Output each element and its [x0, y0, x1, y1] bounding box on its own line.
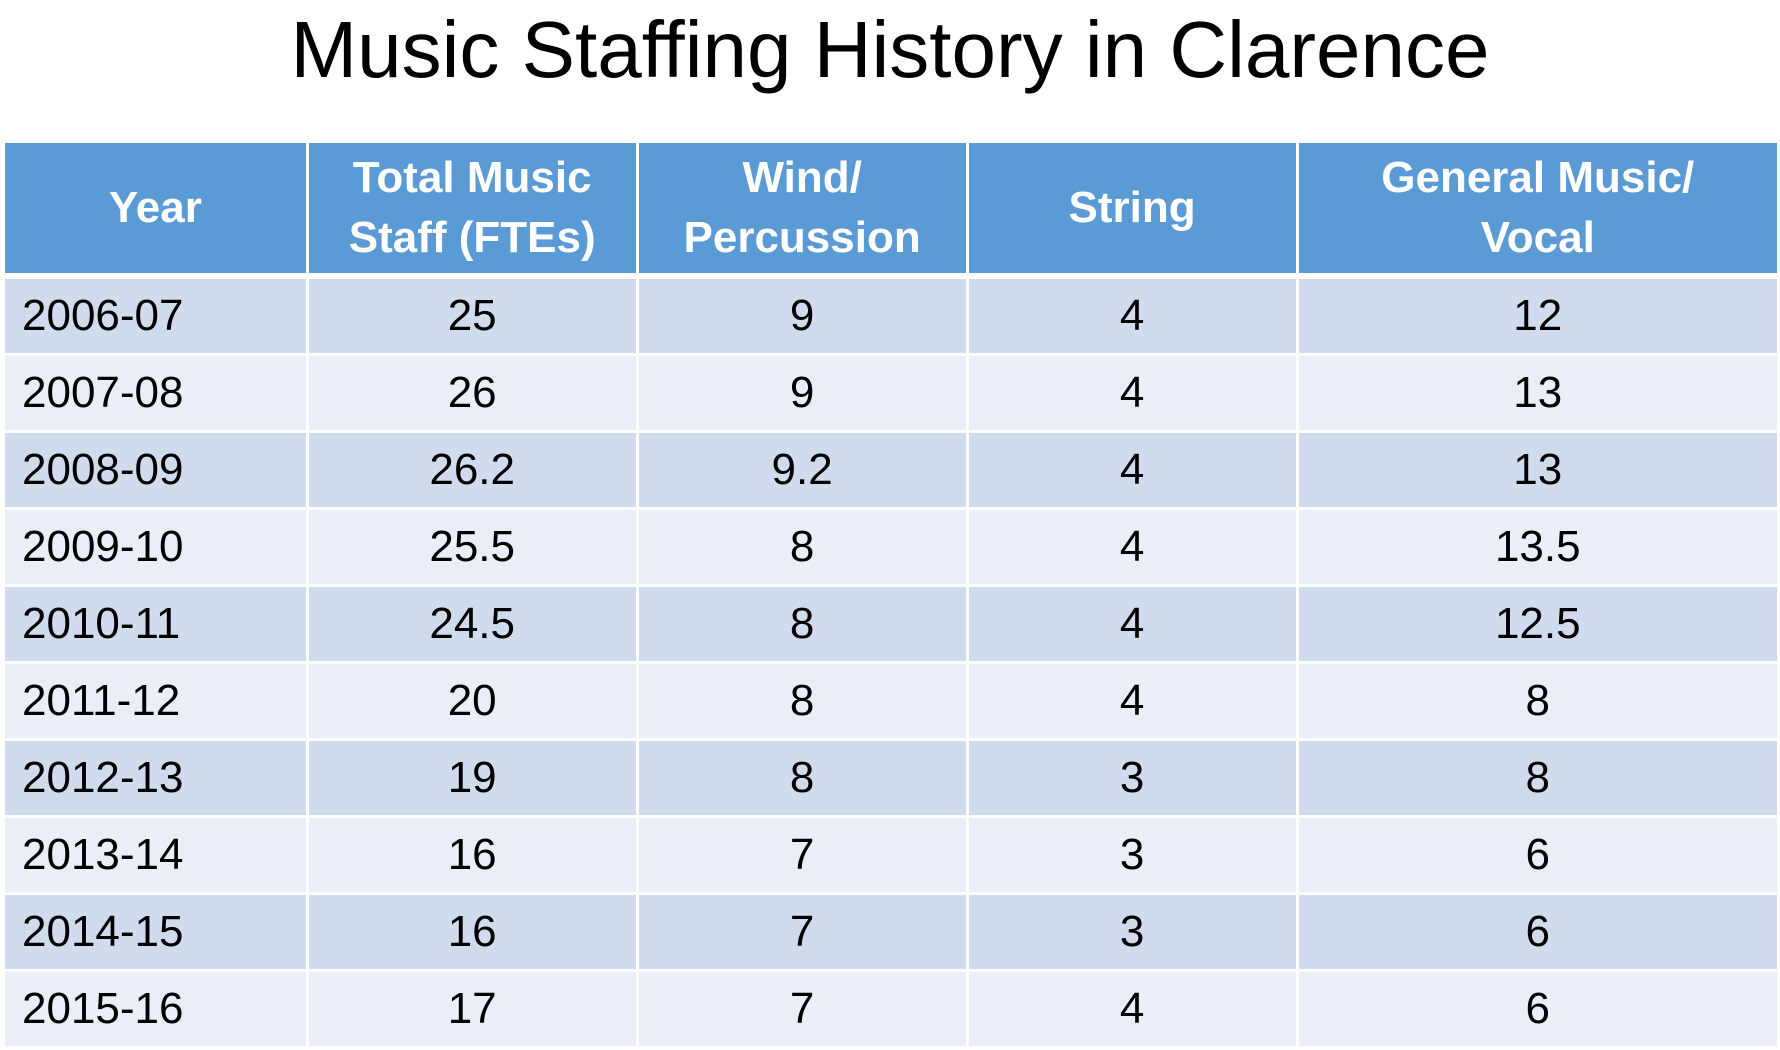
header-line: Staff (FTEs) — [348, 213, 596, 262]
cell-wind-percussion: 7 — [638, 895, 969, 972]
header-total-staff: Total Music Staff (FTEs) — [308, 143, 639, 279]
table-row: 2006-07 25 9 4 12 — [5, 279, 1777, 356]
cell-general-vocal: 13 — [1298, 433, 1777, 510]
cell-year: 2007-08 — [5, 356, 309, 433]
cell-string: 4 — [968, 664, 1299, 741]
cell-wind-percussion: 7 — [638, 818, 969, 895]
page-title: Music Staffing History in Clarence — [290, 5, 1490, 94]
cell-string: 3 — [968, 818, 1299, 895]
table-row: 2008-09 26.2 9.2 4 13 — [5, 433, 1777, 510]
cell-total-staff: 24.5 — [308, 587, 639, 664]
cell-wind-percussion: 9 — [638, 356, 969, 433]
header-year: Year — [5, 143, 309, 279]
cell-year: 2013-14 — [5, 818, 309, 895]
header-line: General Music/ — [1381, 153, 1695, 202]
cell-total-staff: 26 — [308, 356, 639, 433]
cell-string: 4 — [968, 510, 1299, 587]
cell-general-vocal: 6 — [1298, 818, 1777, 895]
cell-total-staff: 16 — [308, 895, 639, 972]
cell-general-vocal: 8 — [1298, 741, 1777, 818]
cell-wind-percussion: 8 — [638, 587, 969, 664]
table-row: 2015-16 17 7 4 6 — [5, 972, 1777, 1049]
cell-string: 4 — [968, 356, 1299, 433]
table-row: 2013-14 16 7 3 6 — [5, 818, 1777, 895]
header-wind-percussion: Wind/Percussion — [638, 143, 969, 279]
cell-year: 2015-16 — [5, 972, 309, 1049]
cell-string: 3 — [968, 895, 1299, 972]
header-line: Vocal — [1480, 213, 1595, 262]
cell-general-vocal: 13.5 — [1298, 510, 1777, 587]
cell-total-staff: 26.2 — [308, 433, 639, 510]
table-row: 2007-08 26 9 4 13 — [5, 356, 1777, 433]
table-row: 2014-15 16 7 3 6 — [5, 895, 1777, 972]
cell-total-staff: 16 — [308, 818, 639, 895]
cell-total-staff: 25 — [308, 279, 639, 356]
cell-year: 2009-10 — [5, 510, 309, 587]
table-row: 2010-11 24.5 8 4 12.5 — [5, 587, 1777, 664]
cell-general-vocal: 12 — [1298, 279, 1777, 356]
cell-string: 3 — [968, 741, 1299, 818]
cell-total-staff: 20 — [308, 664, 639, 741]
header-row: Year Total Music Staff (FTEs) Wind/Percussi… — [5, 143, 1777, 279]
cell-string: 4 — [968, 587, 1299, 664]
cell-wind-percussion: 9 — [638, 279, 969, 356]
cell-general-vocal: 6 — [1298, 972, 1777, 1049]
cell-year: 2008-09 — [5, 433, 309, 510]
cell-string: 4 — [968, 433, 1299, 510]
cell-wind-percussion: 9.2 — [638, 433, 969, 510]
cell-total-staff: 25.5 — [308, 510, 639, 587]
cell-wind-percussion: 8 — [638, 664, 969, 741]
table-row: 2011-12 20 8 4 8 — [5, 664, 1777, 741]
header-line: Percussion — [683, 213, 921, 262]
table-header: Year Total Music Staff (FTEs) Wind/Percussi… — [5, 143, 1777, 279]
cell-total-staff: 17 — [308, 972, 639, 1049]
header-line: Total Music — [352, 153, 592, 202]
cell-string: 4 — [968, 972, 1299, 1049]
cell-wind-percussion: 8 — [638, 741, 969, 818]
cell-general-vocal: 12.5 — [1298, 587, 1777, 664]
cell-general-vocal: 8 — [1298, 664, 1777, 741]
cell-year: 2011-12 — [5, 664, 309, 741]
staffing-table: Year Total Music Staff (FTEs) Wind/Percussi… — [5, 143, 1777, 1049]
cell-total-staff: 19 — [308, 741, 639, 818]
table-row: 2012-13 19 8 3 8 — [5, 741, 1777, 818]
cell-year: 2006-07 — [5, 279, 309, 356]
cell-year: 2014-15 — [5, 895, 309, 972]
table-body: 2006-07 25 9 4 12 2007-08 26 9 4 13 2008-09 26.2 9.2… — [5, 279, 1777, 1049]
cell-general-vocal: 6 — [1298, 895, 1777, 972]
header-string: String — [968, 143, 1299, 279]
cell-wind-percussion: 8 — [638, 510, 969, 587]
cell-string: 4 — [968, 279, 1299, 356]
cell-general-vocal: 13 — [1298, 356, 1777, 433]
header-line: Year — [108, 183, 202, 232]
header-line: Wind/ — [742, 153, 862, 202]
cell-year: 2010-11 — [5, 587, 309, 664]
table-row: 2009-10 25.5 8 4 13.5 — [5, 510, 1777, 587]
cell-year: 2012-13 — [5, 741, 309, 818]
header-general-vocal: General Music/Vocal — [1298, 143, 1777, 279]
header-line: String — [1068, 183, 1196, 232]
cell-wind-percussion: 7 — [638, 972, 969, 1049]
